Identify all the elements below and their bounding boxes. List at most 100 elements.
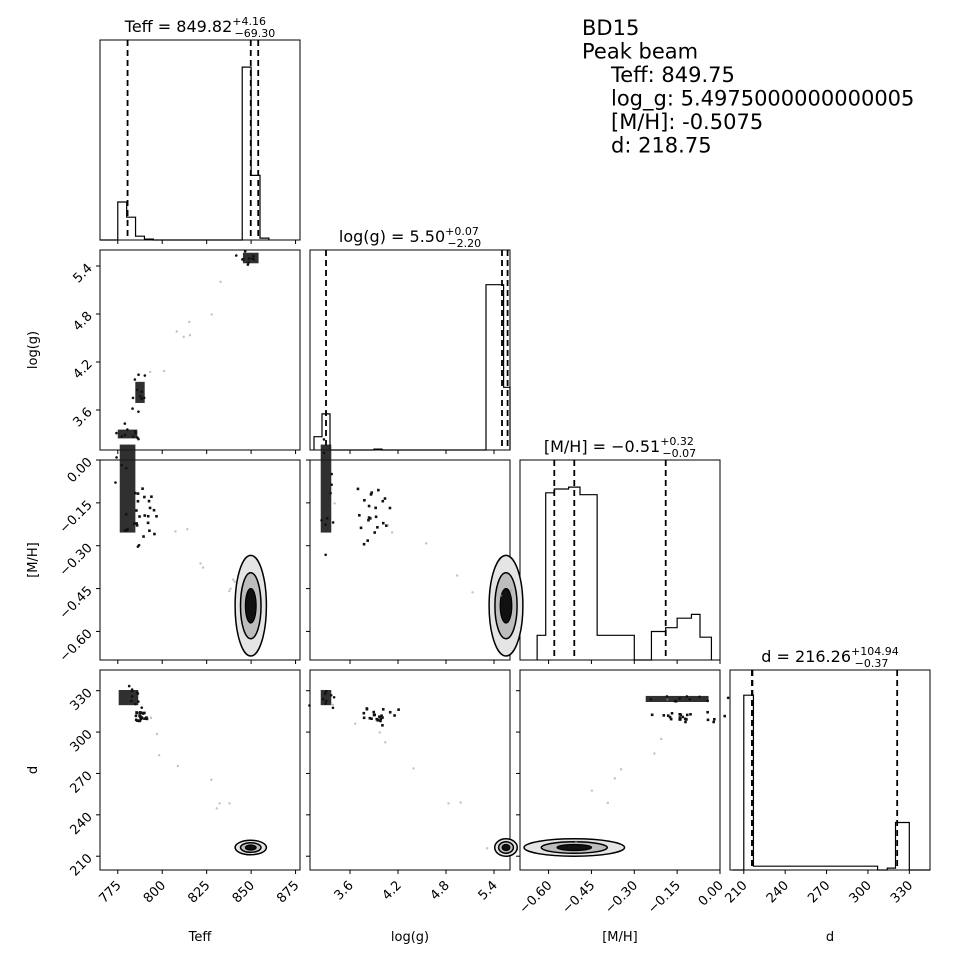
sample-point: [135, 522, 138, 525]
sample-point: [362, 716, 366, 720]
sample-point: [115, 431, 118, 435]
sample-point: [149, 716, 153, 720]
sample-point: [333, 502, 336, 505]
sample-point: [376, 526, 379, 529]
sample-point: [331, 706, 335, 710]
scatter-frame-Teff-[M/H]: [99, 459, 301, 661]
sample-point: [140, 706, 144, 709]
sample-point: [143, 717, 146, 720]
sample-point: [660, 737, 663, 741]
sample-point: [332, 695, 336, 699]
sample-point: [155, 514, 158, 518]
sample-point: [123, 433, 127, 437]
sample-point: [241, 258, 244, 261]
sample-point: [139, 717, 142, 721]
sample-point: [378, 731, 381, 734]
x-tick-label: 0.00: [696, 878, 727, 909]
sample-point: [201, 566, 205, 569]
sample-point: [140, 397, 143, 401]
sample-point: [678, 697, 682, 700]
sample-point: [324, 702, 327, 705]
sample-point: [228, 802, 231, 805]
x-axis-label: [M/H]: [602, 930, 638, 945]
sample-point: [619, 768, 623, 771]
sample-point: [330, 472, 333, 476]
sample-point: [373, 713, 377, 717]
annotation-line: d: 218.75: [611, 134, 712, 158]
sample-point: [706, 718, 710, 722]
sample-point: [131, 407, 134, 410]
sample-point: [114, 481, 117, 484]
sample-point: [367, 518, 370, 522]
sample-point: [678, 718, 682, 721]
sample-point: [412, 767, 415, 770]
sample-point: [322, 438, 326, 441]
x-tick-label: 4.2: [380, 878, 405, 903]
sample-point: [252, 254, 255, 258]
annotation-line: Teff: 849.75: [610, 63, 735, 87]
sample-point: [331, 521, 335, 524]
density-core: [499, 587, 513, 624]
sample-point: [136, 492, 140, 495]
x-tick-label: 300: [847, 878, 875, 906]
sample-point: [372, 710, 376, 714]
sample-point: [139, 395, 142, 398]
sample-point: [131, 396, 135, 400]
sample-point: [127, 684, 131, 688]
sample-point: [574, 840, 578, 843]
sample-point: [381, 724, 384, 727]
sample-point: [140, 390, 144, 393]
sample-point: [162, 369, 166, 373]
sample-point: [324, 523, 327, 526]
annotation-line: Peak beam: [582, 40, 698, 64]
sample-point: [124, 512, 128, 516]
panel-title-upper-error: +104.94: [851, 645, 899, 658]
sample-point: [219, 280, 222, 284]
scatter-frame-log(g)-d: [309, 669, 511, 871]
x-tick-label: 240: [764, 878, 792, 906]
sample-point: [243, 250, 247, 253]
sample-point: [142, 396, 146, 400]
histogram-log(g): [313, 284, 511, 451]
sample-point: [210, 778, 213, 781]
density-block: [242, 252, 259, 264]
x-tick-label: 210: [722, 878, 750, 906]
sample-point: [136, 692, 140, 695]
x-tick-label: 4.8: [428, 878, 453, 903]
x-tick-label: 330: [888, 878, 916, 906]
sample-point: [723, 714, 727, 718]
sample-point: [233, 580, 236, 583]
sample-point: [174, 530, 177, 533]
sample-point: [386, 524, 390, 527]
sample-point: [388, 506, 392, 510]
sample-point: [384, 741, 387, 744]
sample-point: [138, 719, 142, 722]
x-tick-label: −0.15: [645, 878, 684, 917]
x-axis-label: log(g): [391, 930, 429, 945]
y-axis-label: log(g): [26, 331, 41, 369]
sample-point: [683, 717, 687, 721]
sample-point: [678, 716, 682, 719]
sample-point: [649, 698, 653, 701]
y-tick-label: −0.60: [57, 626, 96, 665]
sample-point: [157, 753, 161, 757]
histogram-d: [732, 694, 930, 871]
sample-point: [509, 589, 512, 592]
sample-point: [668, 715, 672, 719]
sample-point: [120, 435, 124, 438]
sample-point: [143, 374, 147, 377]
sample-point: [390, 531, 394, 534]
y-tick-label: 300: [67, 727, 95, 755]
sample-point: [146, 521, 150, 525]
sample-point: [356, 487, 360, 491]
sample-point: [324, 699, 328, 703]
sample-point: [321, 697, 325, 701]
sample-point: [131, 435, 135, 438]
density-block: [320, 690, 332, 706]
x-tick-label: 3.6: [332, 878, 357, 903]
sample-point: [666, 698, 669, 701]
sample-point: [393, 714, 396, 717]
sample-point: [199, 562, 202, 565]
sample-point: [133, 491, 137, 495]
sample-point: [133, 429, 137, 433]
